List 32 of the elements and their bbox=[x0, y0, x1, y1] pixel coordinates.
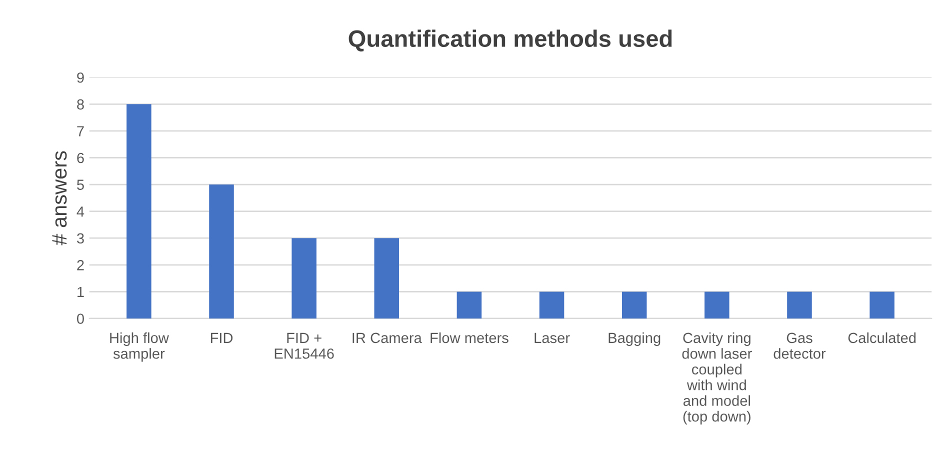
x-tick-label: IR Camera bbox=[352, 332, 422, 344]
x-tick-label: High flow sampler bbox=[110, 332, 169, 362]
x-tick-label: FID + EN15446 bbox=[274, 332, 334, 359]
y-tick-label: 7 bbox=[77, 126, 84, 136]
x-tick-label: Calculated bbox=[848, 332, 916, 344]
y-tick-label: 5 bbox=[77, 180, 84, 190]
y-tick-label: 4 bbox=[76, 206, 84, 217]
bar bbox=[209, 184, 234, 318]
chart-title: Quantification methods used bbox=[348, 30, 672, 52]
x-tick-label: Gas detector bbox=[774, 332, 826, 359]
x-tick-label: Cavity ring down laser coupled with wind and model (top down) bbox=[682, 332, 752, 425]
bar bbox=[126, 104, 152, 318]
x-tick-label: FID bbox=[210, 332, 233, 343]
bar bbox=[539, 292, 564, 318]
y-tick-label: 3 bbox=[76, 233, 84, 244]
bar bbox=[292, 238, 316, 318]
bar bbox=[870, 292, 894, 318]
bar bbox=[787, 292, 812, 318]
x-tick-label: Flow meters bbox=[430, 332, 508, 344]
y-tick-label: 6 bbox=[77, 152, 84, 164]
y-tick-label: 0 bbox=[76, 314, 84, 324]
y-tick-label: 2 bbox=[77, 260, 84, 270]
bar bbox=[374, 238, 400, 318]
x-tick-label: Bagging bbox=[608, 332, 660, 346]
bar bbox=[622, 292, 647, 318]
y-tick-label: 9 bbox=[77, 72, 84, 83]
bar bbox=[456, 292, 482, 318]
bar bbox=[704, 292, 730, 318]
y-axis-title: # answers bbox=[52, 151, 67, 246]
x-tick-label: Laser bbox=[534, 332, 570, 344]
y-tick-label: 8 bbox=[77, 99, 84, 110]
y-tick-label: 1 bbox=[78, 286, 84, 297]
